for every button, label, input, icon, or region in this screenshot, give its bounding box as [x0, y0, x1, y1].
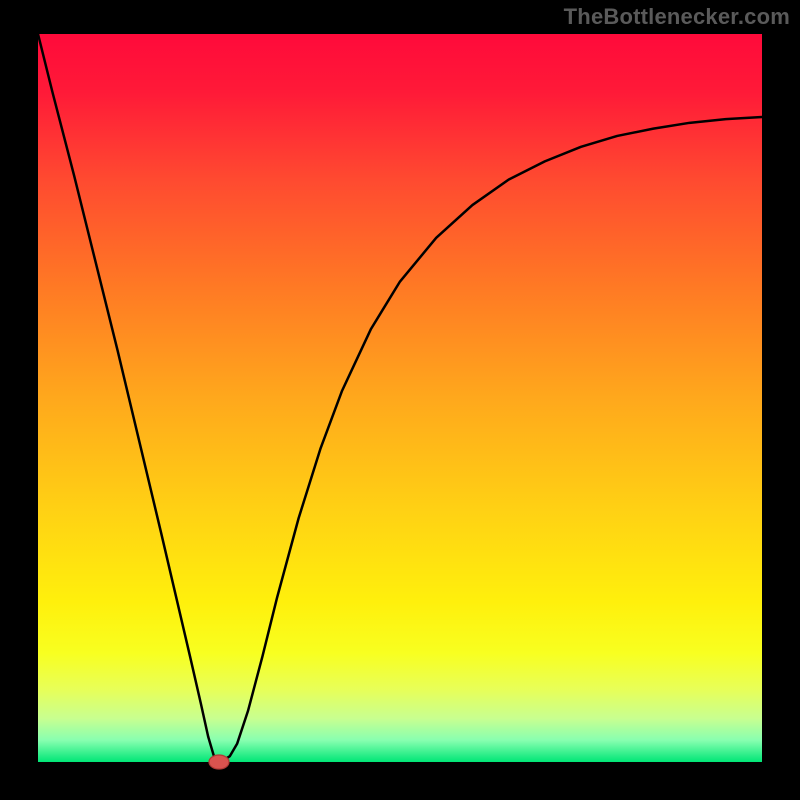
chart-container: TheBottlenecker.com	[0, 0, 800, 800]
optimum-marker	[209, 755, 229, 769]
chart-svg	[0, 0, 800, 800]
plot-background	[38, 34, 762, 762]
